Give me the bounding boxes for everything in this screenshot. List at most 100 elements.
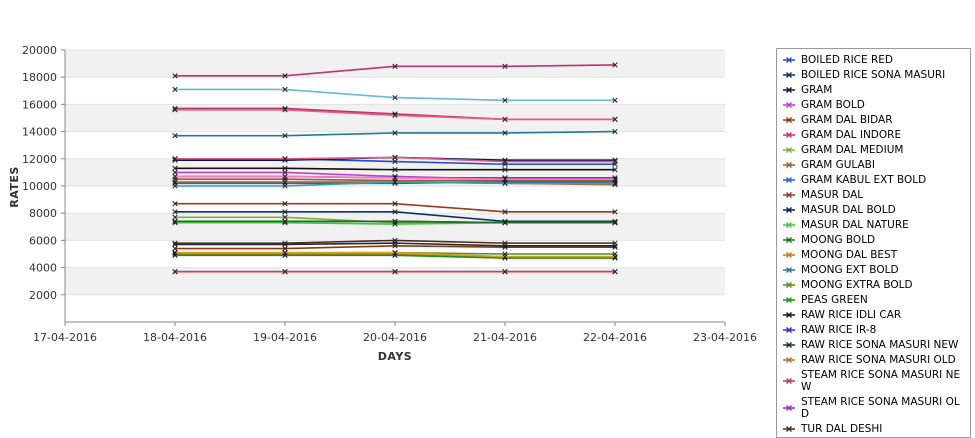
- data-point: [392, 269, 398, 275]
- data-point: [172, 249, 178, 256]
- legend-item: TUR DAL DESHI: [777, 423, 970, 435]
- data-point: [612, 254, 618, 260]
- line-chart: 2000 4000 6000 8000 10000 12000 14000 16000 1800…: [8, 44, 757, 363]
- data-point: [282, 133, 288, 139]
- data-point: [612, 97, 618, 103]
- series: [172, 201, 618, 215]
- data-point: [172, 156, 178, 162]
- legend-label: BOILED RICE RED: [801, 54, 893, 66]
- data-point: [392, 130, 398, 136]
- data-point: [172, 245, 178, 252]
- legend-item: MASUR DAL: [777, 189, 970, 201]
- data-point: [392, 175, 398, 181]
- legend-item: GRAM KABUL EXT BOLD: [777, 174, 970, 186]
- series: [172, 269, 618, 275]
- data-point: [502, 254, 508, 260]
- legend-item: GRAM GULABI: [777, 159, 970, 171]
- data-point: [282, 156, 288, 162]
- data-point: [502, 269, 508, 275]
- chart-legend: BOILED RICE RED BOILED RICE SONA MASURI GR…: [776, 48, 971, 438]
- data-point: [172, 201, 178, 207]
- data-point: [172, 169, 178, 176]
- legend-item: MOONG BOLD: [777, 234, 970, 246]
- legend-label: PEAS GREEN: [801, 294, 868, 306]
- data-point: [282, 179, 288, 185]
- data-point: [392, 201, 398, 207]
- data-point: [612, 220, 618, 226]
- data-point: [172, 173, 178, 180]
- x-tick-label: 23-04-2016: [693, 331, 757, 344]
- legend-marker-icon: [783, 426, 795, 432]
- x-tick-label: 22-04-2016: [583, 331, 647, 344]
- legend-item: STEAM RICE SONA MASURI NEW: [777, 369, 970, 393]
- data-point: [282, 73, 288, 79]
- series: [172, 165, 618, 173]
- legend-item: MOONG EXT BOLD: [777, 264, 970, 276]
- legend-label: MOONG BOLD: [801, 234, 876, 246]
- series: [172, 62, 618, 79]
- grid-band: [65, 50, 725, 78]
- series: [172, 218, 618, 226]
- legend-marker-icon: [783, 282, 795, 288]
- legend-item: GRAM: [777, 84, 970, 96]
- series: [172, 154, 618, 165]
- data-point: [502, 167, 508, 173]
- data-point: [282, 245, 288, 252]
- legend-item: GRAM DAL INDORE: [777, 129, 970, 141]
- data-point: [172, 214, 178, 220]
- data-point: [282, 86, 288, 93]
- legend-marker-icon: [783, 147, 795, 153]
- data-point: [172, 133, 178, 139]
- data-point: [282, 165, 288, 171]
- legend-marker-icon: [783, 405, 795, 411]
- legend-marker-icon: [783, 117, 795, 123]
- legend-item: RAW RICE IDLI CAR: [777, 309, 970, 321]
- legend-label: RAW RICE SONA MASURI OLD: [801, 354, 956, 366]
- legend-label: TUR DAL DESHI: [801, 423, 883, 435]
- data-point: [502, 158, 508, 165]
- data-point: [172, 240, 178, 246]
- data-point: [392, 179, 398, 185]
- legend-item: STEAM RICE SONA MASURI OLD: [777, 396, 970, 420]
- x-tick-label: 18-04-2016: [143, 331, 207, 344]
- y-axis-ticks: 2000 4000 6000 8000 10000 12000 14000 16000 1800…: [22, 44, 65, 302]
- legend-marker-icon: [783, 237, 795, 243]
- legend-label: GRAM BOLD: [801, 99, 865, 111]
- data-point: [612, 180, 618, 186]
- x-tick-label: 17-04-2016: [33, 331, 97, 344]
- data-point: [502, 180, 508, 186]
- grid-band: [65, 104, 725, 132]
- data-point: [392, 112, 398, 118]
- data-point: [612, 240, 618, 246]
- x-tick-label: 19-04-2016: [253, 331, 317, 344]
- legend-label: RAW RICE IDLI CAR: [801, 309, 902, 321]
- legend-item: MASUR DAL BOLD: [777, 204, 970, 216]
- data-point: [502, 220, 508, 226]
- y-tick-label: 14000: [22, 126, 57, 139]
- legend-marker-icon: [783, 297, 795, 303]
- x-tick-label: 21-04-2016: [473, 331, 537, 344]
- y-tick-label: 10000: [22, 180, 57, 193]
- series: [172, 173, 618, 182]
- y-tick-label: 12000: [22, 153, 57, 166]
- legend-marker-icon: [783, 192, 795, 198]
- data-point: [282, 214, 288, 220]
- data-point: [612, 269, 618, 275]
- legend-marker-icon: [783, 378, 795, 384]
- legend-marker-icon: [783, 222, 795, 228]
- legend-label: RAW RICE IR-8: [801, 324, 877, 336]
- data-point: [282, 107, 288, 113]
- data-point: [172, 179, 178, 185]
- legend-label: GRAM DAL INDORE: [801, 129, 902, 141]
- grid-band: [65, 213, 725, 241]
- x-tick-label: 20-04-2016: [363, 331, 427, 344]
- legend-marker-icon: [783, 72, 795, 78]
- data-point: [502, 130, 508, 136]
- data-point: [172, 218, 178, 225]
- data-point: [172, 209, 178, 215]
- legend-marker-icon: [783, 57, 795, 63]
- data-point: [392, 249, 398, 256]
- data-point: [502, 116, 508, 123]
- data-point: [282, 169, 288, 176]
- series: [172, 249, 618, 260]
